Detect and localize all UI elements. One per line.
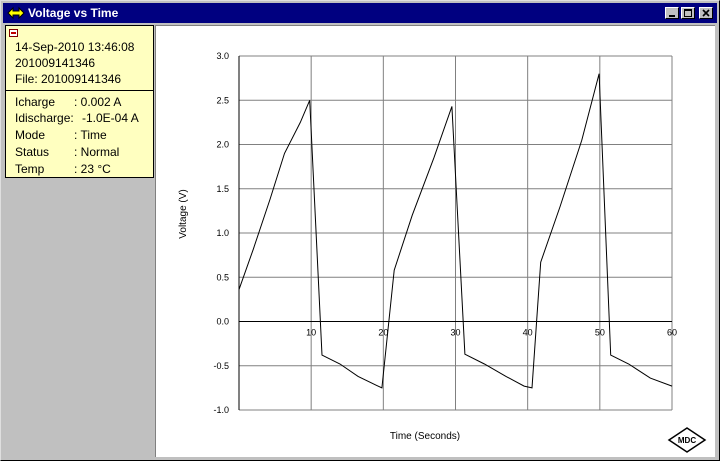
maximize-button[interactable] xyxy=(681,7,695,19)
field-value-mode: : Time xyxy=(74,128,107,142)
field-label-icharge: Icharge xyxy=(15,95,56,109)
info-panel: 14-Sep-2010 13:46:08 201009141346 File: … xyxy=(5,25,154,178)
x-axis-label: Time (Seconds) xyxy=(390,431,460,442)
window-client: 14-Sep-2010 13:46:08 201009141346 File: … xyxy=(5,25,715,457)
field-label-mode: Mode xyxy=(15,128,46,142)
y-tick-label: 3.0 xyxy=(216,51,229,61)
info-datetime: 14-Sep-2010 13:46:08 xyxy=(15,40,135,54)
y-tick-label: -0.5 xyxy=(213,361,229,371)
y-tick-label: -1.0 xyxy=(213,405,229,415)
x-tick-label: 50 xyxy=(595,328,605,338)
close-button[interactable] xyxy=(699,7,713,19)
voltage-time-chart: -1.0 -0.5 0.0 0.5 1.0 1.5 2.0 2.5 3.0 10 20 30 40 50 6… xyxy=(178,51,707,453)
x-tick-label: 30 xyxy=(450,328,460,338)
x-tick-label: 10 xyxy=(306,328,316,338)
field-label-temp: Temp xyxy=(15,162,45,176)
y-tick-label: 2.0 xyxy=(216,140,229,150)
field-label-idischarge: Idischarge: xyxy=(15,111,74,125)
y-tick-label: 0.5 xyxy=(216,272,229,282)
info-file: File: 201009141346 xyxy=(15,72,122,86)
x-tick-label: 20 xyxy=(378,328,388,338)
field-value-idischarge: -1.0E-04 A xyxy=(82,111,139,125)
info-divider xyxy=(6,90,153,91)
collapse-icon[interactable] xyxy=(9,29,18,37)
y-tick-label: 1.0 xyxy=(216,228,229,238)
field-value-temp: : 23 °C xyxy=(74,162,111,176)
plot-area: -1.0 -0.5 0.0 0.5 1.0 1.5 2.0 2.5 3.0 10 20 30 40 50 6… xyxy=(155,25,715,457)
field-value-status: : Normal xyxy=(74,145,120,159)
x-tick-label: 60 xyxy=(667,328,677,338)
y-tick-label: 2.5 xyxy=(216,95,229,105)
x-tick-label: 40 xyxy=(523,328,533,338)
voltage-series-line xyxy=(238,73,673,389)
title-bar[interactable]: Voltage vs Time xyxy=(3,3,717,23)
close-icon xyxy=(702,9,710,17)
minimize-button[interactable] xyxy=(665,7,679,19)
mdc-logo-text: MDC xyxy=(678,436,696,445)
mdc-logo: MDC xyxy=(667,427,707,453)
y-tick-label: 0.0 xyxy=(216,317,229,327)
maximize-icon xyxy=(684,9,692,17)
field-label-status: Status xyxy=(15,145,50,159)
diamond-arrow-icon xyxy=(7,6,25,20)
minimize-icon xyxy=(669,15,675,17)
window-title: Voltage vs Time xyxy=(28,6,119,20)
y-tick-label: 1.5 xyxy=(216,184,229,194)
y-axis-label: Voltage (V) xyxy=(178,189,189,238)
info-id: 201009141346 xyxy=(15,56,96,70)
field-value-icharge: : 0.002 A xyxy=(74,95,122,109)
